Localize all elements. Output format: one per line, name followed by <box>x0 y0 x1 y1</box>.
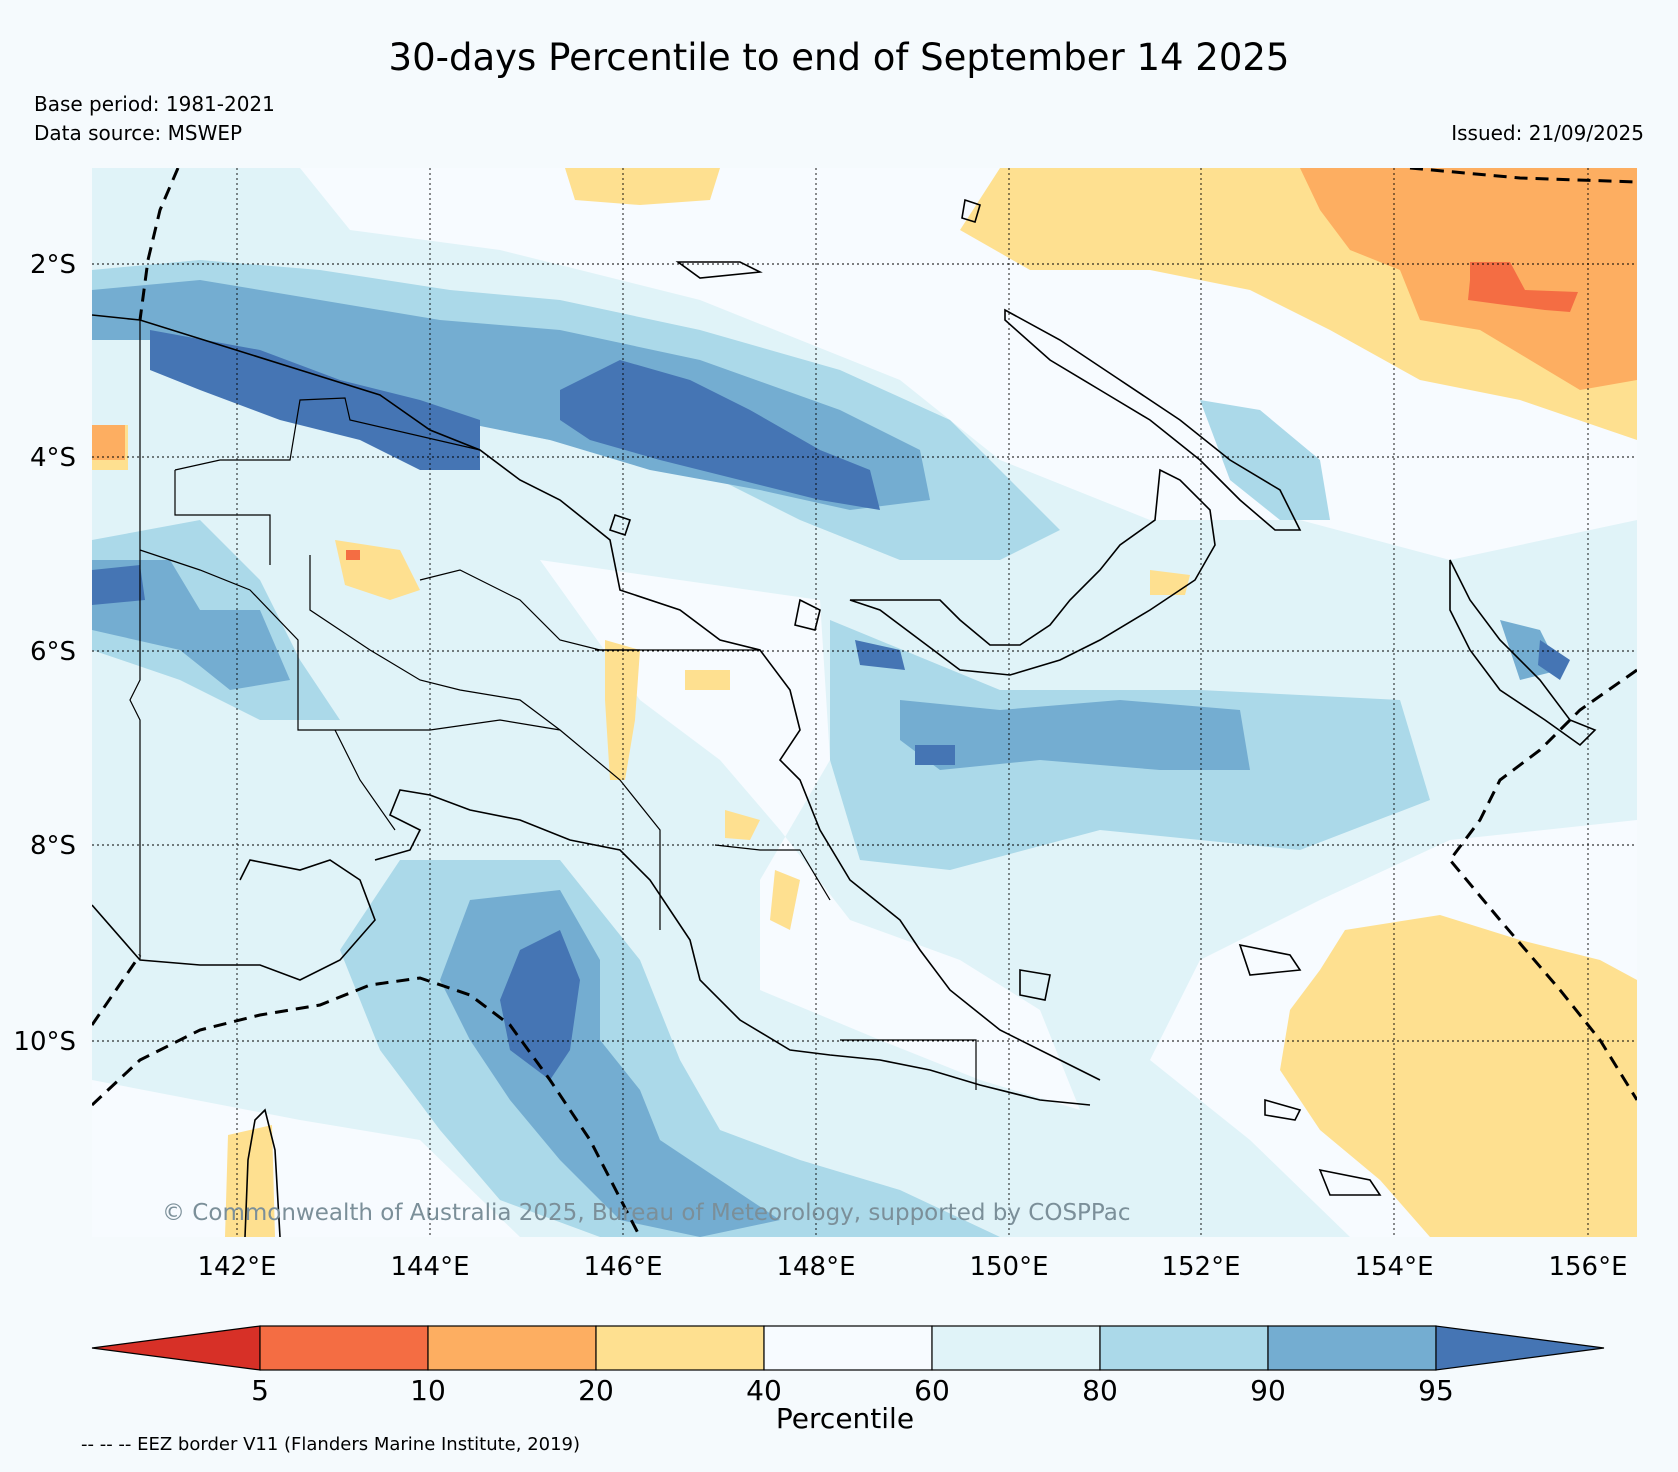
lon-label-154E: 154°E <box>1354 1252 1433 1282</box>
field-40-60-central <box>540 560 1080 1110</box>
border-f <box>714 844 831 901</box>
border-h <box>334 729 396 831</box>
field-10-20-ne <box>1300 168 1637 390</box>
lat-label-2S: 2°S <box>30 250 76 280</box>
field-20-40-c <box>725 810 760 840</box>
lon-label-144E: 144°E <box>390 1252 469 1282</box>
eez-southeast <box>1448 668 1637 1101</box>
colorbar-ticks: 5 10 20 40 60 80 90 95 <box>251 1374 1454 1407</box>
lon-label-152E: 152°E <box>1161 1252 1240 1282</box>
field-95-mid <box>915 745 955 765</box>
gridlines <box>92 168 1637 1237</box>
lon-axis-labels: 142°E 144°E 146°E 148°E 150°E 152°E 154°… <box>197 1252 1627 1282</box>
lon-label-146E: 146°E <box>583 1252 662 1282</box>
colorbar <box>91 1325 1605 1371</box>
coast-island-5 <box>1019 969 1051 1001</box>
coast-island-7 <box>961 198 981 224</box>
coast-new-guinea-north <box>92 314 1101 1081</box>
field-95-c <box>855 640 905 670</box>
coast-cape-york <box>244 1108 281 1237</box>
coast-island-3 <box>1238 943 1302 976</box>
coast-bougainville <box>1449 559 1597 747</box>
colorbar-5-10 <box>259 1325 429 1371</box>
colorbar-60-80 <box>931 1325 1101 1371</box>
coastlines <box>92 198 1597 1237</box>
lon-label-148E: 148°E <box>776 1252 855 1282</box>
field-95-w <box>92 565 145 605</box>
field-20-40-se <box>1280 915 1637 1237</box>
field-5-10-b <box>346 550 360 560</box>
field-95-e <box>1538 640 1570 680</box>
lat-label-6S: 6°S <box>30 637 76 667</box>
border-c <box>309 555 561 731</box>
border-a <box>174 397 481 565</box>
colorbar-tick-40: 40 <box>746 1374 782 1407</box>
colorbar-90-95 <box>1267 1325 1437 1371</box>
coast-island-2 <box>608 513 632 537</box>
colorbar-20-40 <box>595 1325 765 1371</box>
eez-borders <box>92 168 1637 1237</box>
data-source: Data source: MSWEP <box>34 121 243 145</box>
colorbar-title: Percentile <box>775 1402 915 1435</box>
eez-west <box>138 168 180 321</box>
field-10-20-nw <box>92 425 125 460</box>
field-20-40-f <box>685 670 730 690</box>
field-5-10 <box>1468 262 1578 312</box>
lon-label-150E: 150°E <box>969 1252 1048 1282</box>
colorbar-extend-high <box>1435 1325 1605 1371</box>
lon-label-142E: 142°E <box>197 1252 276 1282</box>
colorbar-tick-10: 10 <box>410 1374 446 1407</box>
border-png-indonesia <box>129 320 141 960</box>
colorbar-tick-5: 5 <box>251 1374 269 1407</box>
colorbar-tick-20: 20 <box>578 1374 614 1407</box>
colorbar-tick-90: 90 <box>1250 1374 1286 1407</box>
issued-date: Issued: 21/09/2025 <box>1451 121 1644 145</box>
field-20-40-e <box>1150 570 1190 595</box>
coast-new-ireland <box>1004 308 1302 531</box>
eez-sw-edge <box>92 954 142 1026</box>
colorbar-10-20 <box>427 1325 597 1371</box>
copyright-watermark: © Commonwealth of Australia 2025, Bureau… <box>162 1200 1131 1226</box>
lat-label-8S: 8°S <box>30 831 76 861</box>
eez-legend-note: -- -- -- EEZ border V11 (Flanders Marine… <box>81 1434 581 1455</box>
coast-island-4 <box>1318 1168 1382 1196</box>
lat-axis-labels: 2°S 4°S 6°S 8°S 10°S <box>13 250 76 1057</box>
coast-island-1 <box>794 598 821 631</box>
field-95-n2 <box>560 360 880 510</box>
coast-island-6 <box>1264 1098 1302 1121</box>
colorbar-tick-60: 60 <box>914 1374 950 1407</box>
map-title: 30-days Percentile to end of September 1… <box>388 36 1290 79</box>
field-80-90-e <box>1200 400 1330 520</box>
field-90-95-mid <box>900 700 1250 770</box>
lat-label-10S: 10°S <box>13 1027 76 1057</box>
colorbar-tick-95: 95 <box>1418 1374 1454 1407</box>
colorbar-tick-80: 80 <box>1082 1374 1118 1407</box>
field-20-40-sw <box>225 1125 275 1237</box>
field-95-s <box>500 930 580 1080</box>
field-20-40-d <box>770 870 800 930</box>
border-g <box>840 1039 977 1090</box>
base-period: Base period: 1981-2021 <box>34 92 275 116</box>
lon-label-156E: 156°E <box>1548 1252 1627 1282</box>
colorbar-extend-low <box>91 1325 261 1371</box>
colorbar-40-60 <box>763 1325 933 1371</box>
field-20-40-nw <box>565 168 720 205</box>
field-95-n <box>150 330 480 470</box>
percentile-field <box>92 168 1637 1237</box>
field-20-40-a <box>605 640 640 780</box>
coast-new-britain <box>849 468 1216 676</box>
lat-label-4S: 4°S <box>30 443 76 473</box>
colorbar-80-90 <box>1099 1325 1269 1371</box>
eez-northeast <box>1409 168 1637 184</box>
field-40-60-sw <box>92 1080 520 1237</box>
coast-manus <box>675 261 763 279</box>
